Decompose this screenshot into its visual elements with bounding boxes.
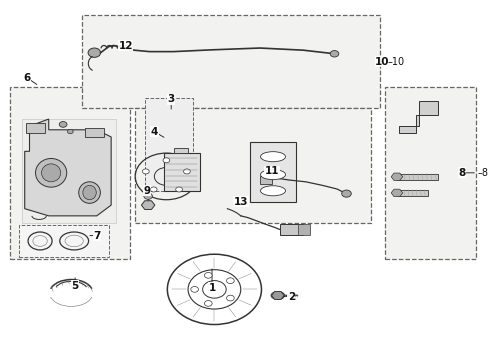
Circle shape — [144, 193, 152, 199]
Circle shape — [342, 190, 351, 197]
Bar — [10, 87, 130, 259]
Text: 5: 5 — [72, 281, 79, 291]
Text: 4: 4 — [151, 127, 158, 136]
Ellipse shape — [35, 158, 67, 187]
Text: 13: 13 — [234, 197, 248, 207]
Ellipse shape — [42, 164, 61, 182]
Bar — [25, 123, 45, 134]
Text: 12: 12 — [118, 41, 133, 50]
Ellipse shape — [83, 185, 96, 200]
Bar — [397, 174, 438, 180]
Circle shape — [204, 273, 212, 278]
Bar — [298, 224, 311, 234]
Circle shape — [143, 169, 149, 174]
Ellipse shape — [261, 152, 286, 162]
Ellipse shape — [261, 170, 286, 180]
Circle shape — [184, 169, 190, 174]
Circle shape — [226, 295, 234, 301]
Text: 9: 9 — [144, 186, 151, 196]
Bar — [397, 190, 428, 196]
Bar — [23, 119, 116, 223]
Bar — [85, 128, 104, 137]
Circle shape — [150, 187, 157, 192]
Circle shape — [163, 158, 170, 163]
Ellipse shape — [261, 186, 286, 196]
Bar — [250, 142, 296, 202]
Circle shape — [226, 278, 234, 284]
Text: 10: 10 — [375, 57, 390, 67]
Bar — [385, 87, 476, 259]
Bar — [164, 153, 200, 191]
Text: 8: 8 — [458, 168, 466, 178]
Polygon shape — [24, 119, 111, 216]
Bar — [19, 225, 109, 257]
Text: 6: 6 — [24, 73, 31, 83]
Text: –10: –10 — [387, 57, 404, 67]
Bar — [82, 15, 380, 108]
Ellipse shape — [79, 182, 100, 203]
Circle shape — [68, 130, 73, 134]
Circle shape — [330, 50, 339, 57]
Circle shape — [191, 287, 198, 292]
Circle shape — [176, 187, 182, 192]
Circle shape — [204, 301, 212, 306]
Circle shape — [59, 122, 67, 127]
Ellipse shape — [271, 292, 285, 300]
Bar — [135, 108, 370, 223]
Bar — [280, 224, 303, 234]
Circle shape — [88, 48, 100, 57]
Text: 3: 3 — [168, 94, 175, 104]
Text: –8: –8 — [478, 168, 489, 178]
Text: 2: 2 — [288, 292, 295, 302]
Text: 1: 1 — [208, 283, 216, 293]
Polygon shape — [399, 101, 438, 134]
Text: 7: 7 — [93, 231, 100, 240]
Bar — [173, 148, 188, 153]
Bar — [145, 98, 193, 191]
Bar — [260, 176, 272, 184]
Text: 11: 11 — [265, 166, 279, 176]
